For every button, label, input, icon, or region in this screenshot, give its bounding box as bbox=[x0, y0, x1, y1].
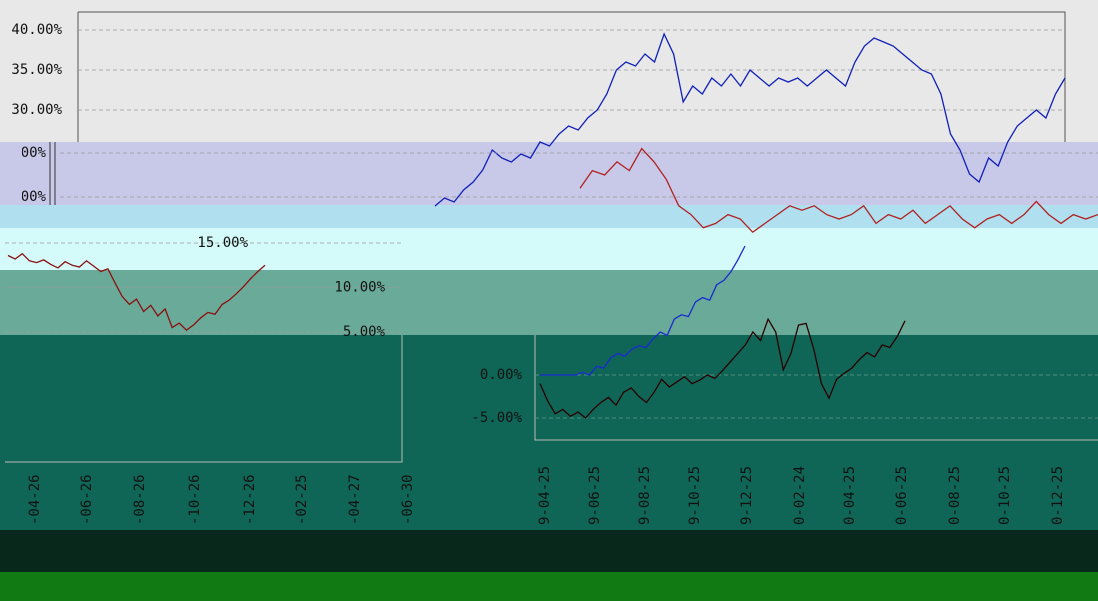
x-tick-label: 9-10-25 bbox=[687, 466, 703, 525]
y-tick-label: 10.00% bbox=[334, 280, 385, 296]
x-tick-label: -06-30 bbox=[400, 474, 416, 525]
x-tick-label: -04-27 bbox=[347, 474, 363, 525]
band bbox=[0, 228, 1098, 270]
x-tick-label: 0-04-25 bbox=[842, 466, 858, 525]
x-tick-label: -04-26 bbox=[27, 474, 43, 525]
x-tick-label: 9-12-25 bbox=[739, 466, 755, 525]
x-tick-label: 0-02-24 bbox=[792, 466, 808, 525]
x-tick-label: -10-26 bbox=[187, 474, 203, 525]
band bbox=[0, 142, 1098, 205]
y-tick-label: 35.00% bbox=[11, 62, 62, 78]
x-tick-label: 0-12-25 bbox=[1050, 466, 1066, 525]
x-tick-label: 9-08-25 bbox=[637, 466, 653, 525]
x-tick-label: 9-04-25 bbox=[537, 466, 553, 525]
y-tick-label: 30.00% bbox=[11, 102, 62, 118]
x-tick-label: 0-06-25 bbox=[894, 466, 910, 525]
y-tick-label: -5.00% bbox=[471, 410, 522, 426]
band bbox=[0, 572, 1098, 601]
page: 40.00% 35.00% 30.00% 00% 00% 15.00% 10.00% 5.00… bbox=[0, 0, 1098, 601]
x-tick-label: -02-25 bbox=[294, 474, 310, 525]
y-tick-label: 00% bbox=[21, 189, 47, 205]
y-tick-label: 5.00% bbox=[343, 324, 386, 340]
y-tick-label: 00% bbox=[21, 145, 47, 161]
x-tick-label: 9-06-25 bbox=[587, 466, 603, 525]
band bbox=[0, 0, 1098, 142]
x-tick-label: 0-10-25 bbox=[997, 466, 1013, 525]
band bbox=[0, 530, 1098, 572]
y-tick-label: 40.00% bbox=[11, 22, 62, 38]
x-tick-label: -06-26 bbox=[79, 474, 95, 525]
x-tick-label: -12-26 bbox=[242, 474, 258, 525]
y-tick-label: 15.00% bbox=[197, 235, 248, 251]
x-tick-label: 0-08-25 bbox=[947, 466, 963, 525]
x-tick-label: -08-26 bbox=[132, 474, 148, 525]
y-tick-label: 0.00% bbox=[480, 367, 523, 383]
band bbox=[0, 205, 1098, 228]
screen: 40.00% 35.00% 30.00% 00% 00% 15.00% 10.00% 5.00… bbox=[0, 0, 1098, 601]
band bbox=[0, 270, 1098, 335]
